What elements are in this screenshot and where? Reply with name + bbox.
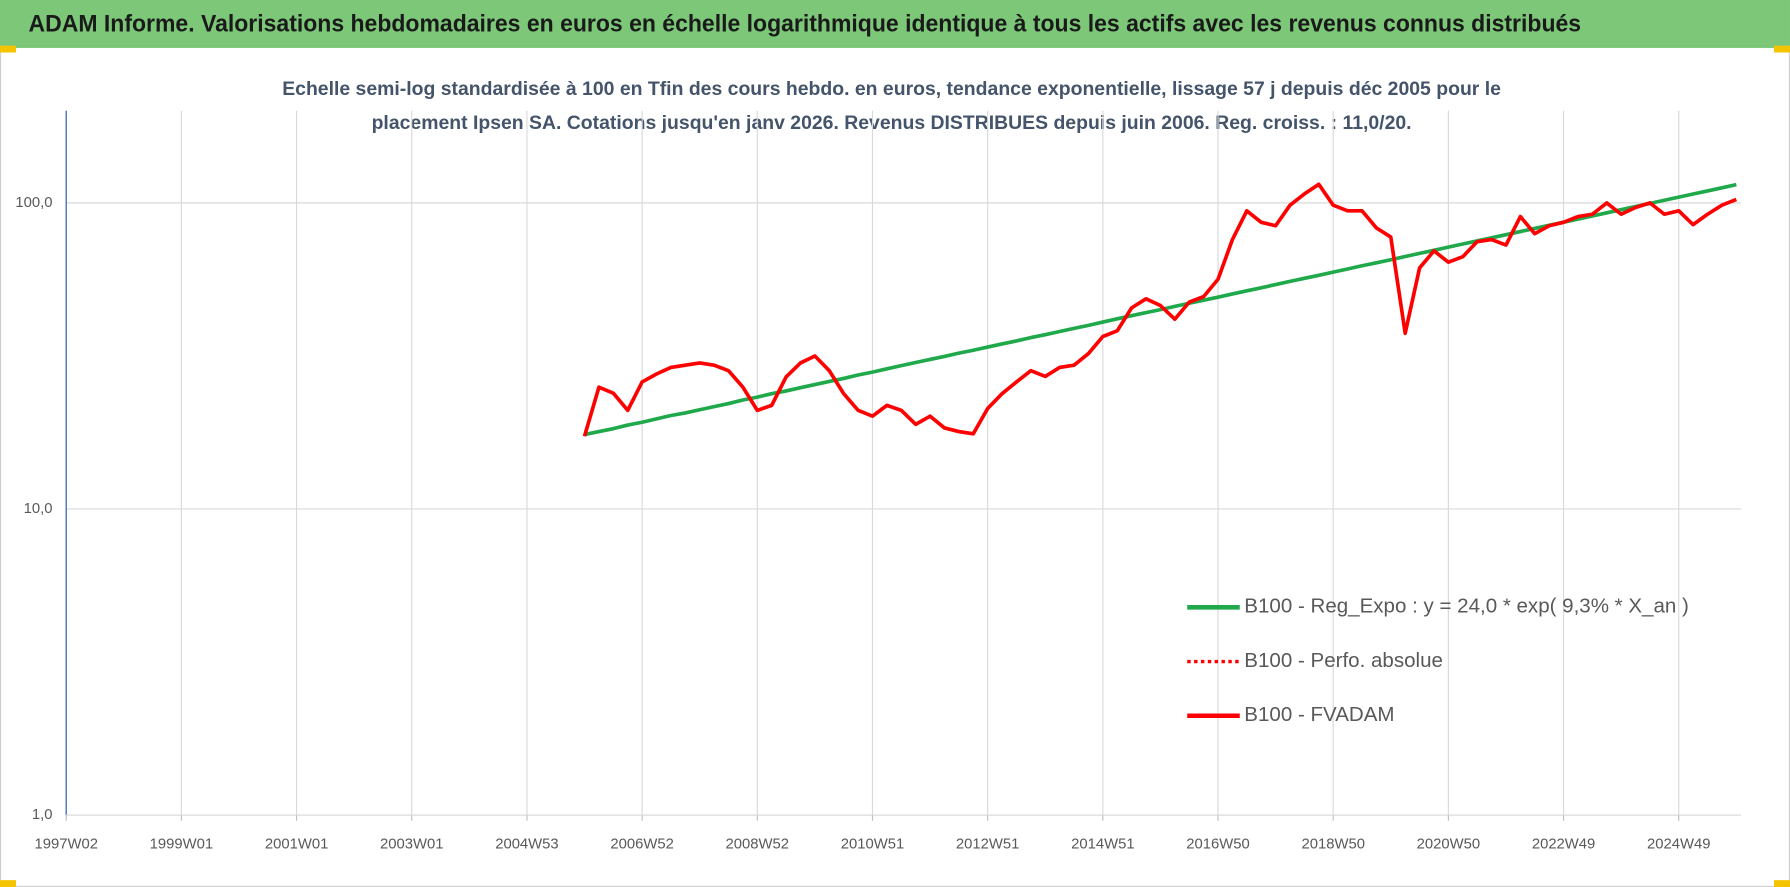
chart-subtitle: Echelle semi-log standardisée à 100 en T… — [282, 77, 1501, 134]
plot-lines — [582, 182, 1738, 437]
chart-title: ADAM Informe. Valorisations hebdomadaire… — [29, 10, 1582, 37]
subtitle-box: Echelle semi-log standardisée à 100 en T… — [282, 77, 1501, 134]
x-tick-label: 1999W01 — [150, 837, 213, 853]
x-tick-label: 2012W51 — [956, 837, 1019, 853]
y-tick-label: 10,0 — [24, 501, 53, 517]
y-tick-label: 1,0 — [32, 807, 53, 823]
legend-label: B100 - FVADAM — [1244, 703, 1394, 726]
legend: B100 - Reg_Expo : y = 24,0 * exp( 9,3% *… — [1187, 595, 1689, 726]
x-tick-label: 2020W50 — [1417, 837, 1480, 853]
x-tick-label: 2003W01 — [380, 837, 443, 853]
x-tick-label: 2016W50 — [1186, 837, 1249, 853]
x-tick-label: 2014W51 — [1071, 837, 1134, 853]
x-tick-label: 2022W49 — [1532, 837, 1595, 853]
x-tick-label: 2018W50 — [1301, 837, 1364, 853]
x-tick-label: 2001W01 — [265, 837, 328, 853]
header-bar — [0, 0, 1790, 48]
x-tick-label: 1997W02 — [34, 837, 97, 853]
corner — [0, 880, 16, 887]
corner — [1774, 45, 1790, 53]
corner — [0, 45, 16, 53]
x-tick-label: 2006W52 — [610, 837, 673, 853]
x-tick-label: 2008W52 — [726, 837, 789, 853]
x-tick-label: 2004W53 — [495, 837, 558, 853]
x-tick-label: 2010W51 — [841, 837, 904, 853]
corner — [1774, 880, 1790, 887]
series-line — [582, 182, 1738, 437]
legend-label: B100 - Perfo. absolue — [1244, 649, 1443, 672]
legend-label: B100 - Reg_Expo : y = 24,0 * exp( 9,3% *… — [1244, 595, 1689, 618]
axes: 1,0 10,0 100,0 1997W02 1999W01 2001W01 2003W01… — [15, 110, 1741, 853]
x-tick-label: 2024W49 — [1647, 837, 1710, 853]
y-tick-label: 100,0 — [15, 195, 52, 211]
